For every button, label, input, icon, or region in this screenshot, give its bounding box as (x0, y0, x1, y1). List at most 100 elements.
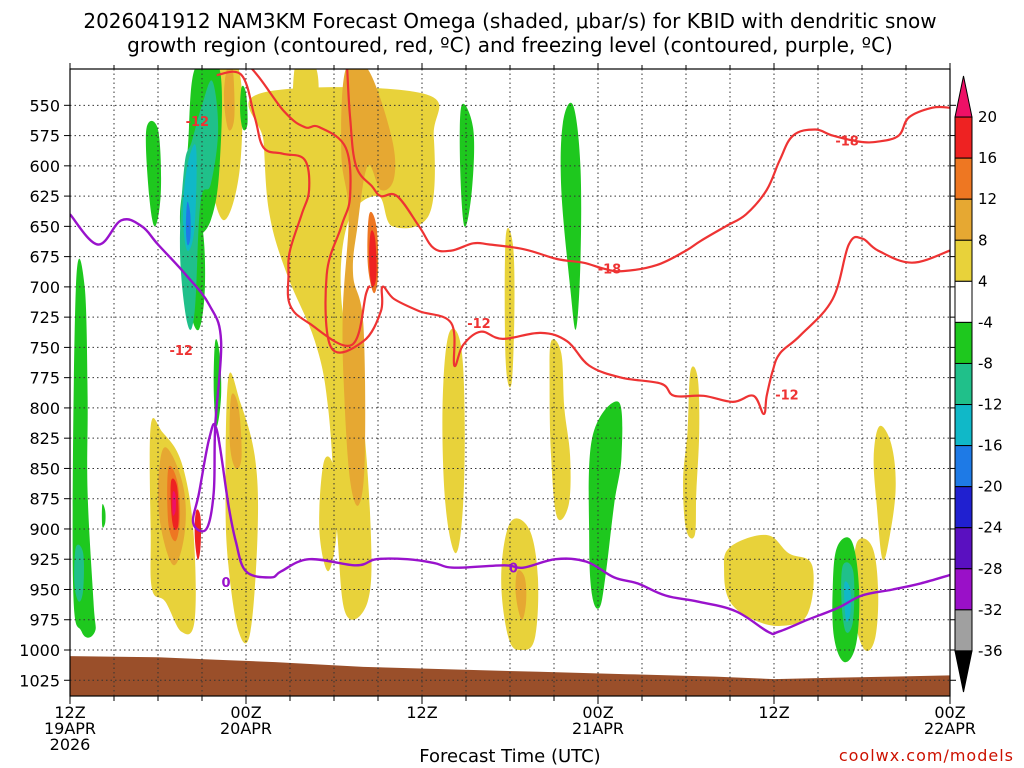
omega-region-down8 (179, 80, 219, 330)
colorbar-swatch (954, 116, 973, 159)
y-tick-label: 1025 (19, 671, 60, 690)
dendritic-contour--12 (250, 69, 950, 416)
y-tick-label: 750 (29, 338, 60, 357)
x-tick-label: 12Z (758, 703, 789, 722)
y-tick-label: 600 (29, 157, 60, 176)
contour-label-purple: 0 (221, 576, 230, 591)
omega-shading (72, 69, 896, 663)
colorbar-swatch (954, 321, 973, 364)
omega-region-up (723, 534, 814, 627)
omega-region-up8 (229, 393, 242, 470)
colorbar-swatch (954, 157, 973, 200)
y-tick-label: 550 (29, 96, 60, 115)
omega-region-down4 (560, 102, 582, 330)
y-tick-label: 825 (29, 429, 60, 448)
y-tick-label: 900 (29, 520, 60, 539)
colorbar-swatch (954, 609, 973, 652)
chart-title-line1: 2026041912 NAM3KM Forecast Omega (shaded… (83, 9, 936, 33)
y-tick-label: 775 (29, 369, 60, 388)
omega-region-down4 (72, 258, 96, 638)
y-tick-label: 725 (29, 308, 60, 327)
contour-label-red: -12 (169, 344, 193, 359)
omega-region-up8 (223, 69, 235, 131)
colorbar: 20 16 12 8 4 -4 -8 -12 -16 -20 -24 -28 -32 -36 (954, 75, 1003, 693)
y-tick-label: 925 (29, 550, 60, 569)
y-tick-label: 800 (29, 399, 60, 418)
colorbar-label: 4 (978, 272, 988, 290)
colorbar-swatch (954, 75, 973, 118)
omega-region-up8 (515, 570, 527, 620)
y-tick-label: 575 (29, 127, 60, 146)
dendritic-contour--12 (216, 70, 372, 347)
x-tick-label: 2026 (50, 735, 91, 754)
contour-label-red: -18 (835, 134, 859, 149)
omega-region-down8 (74, 544, 84, 602)
colorbar-label: -36 (978, 642, 1003, 660)
y-tick-label: 1000 (19, 641, 60, 660)
colorbar-label: -24 (978, 519, 1003, 537)
freezing-contour-0 (70, 213, 950, 636)
contour-label-red: -12 (467, 317, 491, 332)
colorbar-swatch (954, 280, 973, 323)
colorbar-swatch (954, 650, 973, 693)
y-tick-label: 975 (29, 611, 60, 630)
omega-region-down4 (588, 401, 623, 609)
y-tick-label: 700 (29, 278, 60, 297)
colorbar-swatch (954, 362, 973, 406)
contour-label-red: -18 (598, 263, 622, 278)
colorbar-label: 20 (978, 108, 997, 126)
x-axis-label: Forecast Time (UTC) (419, 746, 600, 767)
y-tick-label: 850 (29, 459, 60, 478)
omega-region-up8 (341, 69, 396, 506)
omega-region-up16 (194, 509, 202, 560)
omega-region-down4 (213, 339, 222, 427)
contour-label-red: -12 (186, 115, 210, 130)
colorbar-label: -20 (978, 478, 1003, 496)
y-tick-label: 950 (29, 580, 60, 599)
x-tick-label: 12Z (54, 703, 85, 722)
colorbar-label: -16 (978, 437, 1003, 455)
y-tick-label: 875 (29, 490, 60, 509)
omega-region-up (442, 328, 465, 554)
colorbar-label: -8 (978, 354, 993, 372)
y-tick-label: 650 (29, 217, 60, 236)
x-tick-label: 00Z (582, 703, 613, 722)
x-tick-label: 00Z (230, 703, 261, 722)
omega-region-down4 (101, 503, 106, 528)
contour-label-purple: 0 (509, 562, 518, 577)
credit-text: coolwx.com/models (839, 746, 1014, 765)
contour-lines (70, 69, 950, 636)
x-tick-label: 20APR (220, 719, 272, 738)
x-tick-label: 21APR (572, 719, 624, 738)
colorbar-label: -12 (978, 396, 1003, 414)
omega-region-down16 (185, 201, 191, 246)
colorbar-swatch (954, 527, 973, 570)
colorbar-swatch (954, 198, 973, 241)
omega-region-up (683, 366, 700, 539)
omega-region-down4 (145, 120, 162, 227)
colorbar-swatch (954, 486, 973, 529)
x-tick-label: 19APR (44, 719, 96, 738)
colorbar-swatch (954, 568, 973, 611)
colorbar-label: 16 (978, 149, 997, 167)
omega-region-up (549, 339, 571, 521)
x-tick-label: 12Z (406, 703, 437, 722)
colorbar-label: -32 (978, 601, 1003, 619)
omega-region-up (873, 425, 896, 561)
omega-region-up (319, 456, 338, 572)
colorbar-label: 8 (978, 231, 988, 249)
colorbar-label: 12 (978, 190, 997, 208)
x-tick-label: 22APR (924, 719, 976, 738)
y-tick-label: 675 (29, 248, 60, 267)
colorbar-swatch (954, 445, 973, 488)
grid-lines (70, 69, 950, 696)
contour-labels: -12 -12 -12 -12 -18 -18 0 0 (169, 115, 858, 591)
colorbar-swatch (954, 239, 973, 282)
x-tick-label: 00Z (934, 703, 965, 722)
contour-label-red: -12 (775, 389, 799, 404)
omega-region-up16 (369, 230, 377, 288)
colorbar-swatch (954, 404, 973, 447)
omega-region-up20 (172, 491, 176, 516)
omega-region-up (292, 69, 319, 166)
